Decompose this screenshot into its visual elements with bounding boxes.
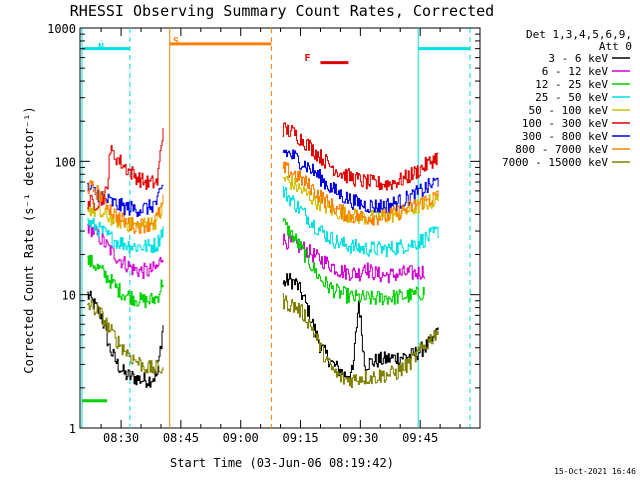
y-tick-label: 1 <box>69 422 76 436</box>
legend-header: Att 0 <box>599 40 632 53</box>
legend-entry-label: 100 - 300 keV <box>522 117 608 130</box>
series-line-12-25keV <box>282 218 425 306</box>
series-line-12-25keV <box>87 254 164 309</box>
series-line-100-300keV <box>282 122 439 191</box>
flag-label: N <box>98 42 104 53</box>
flag-bars: N S F <box>81 36 471 403</box>
x-tick-label: 09:00 <box>223 431 259 445</box>
legend-entry-label: 12 - 25 keV <box>535 78 608 91</box>
y-tick-label: 10 <box>62 289 76 303</box>
series-layer <box>87 122 439 388</box>
legend-entry-label: 800 - 7000 keV <box>515 143 608 156</box>
y-tick-label: 1000 <box>47 22 76 36</box>
x-axis: 08:30 08:45 09:00 09:15 09:30 09:45 <box>100 28 461 445</box>
legend-entry-label: 25 - 50 keV <box>535 91 608 104</box>
timestamp: 15-Oct-2021 16:46 <box>554 467 636 476</box>
x-tick-label: 09:45 <box>402 431 438 445</box>
x-tick-label: 09:15 <box>282 431 318 445</box>
legend-entry-label: 50 - 100 keV <box>529 104 609 117</box>
legend-entry-label: 6 - 12 keV <box>542 65 609 78</box>
x-tick-label: 08:30 <box>103 431 139 445</box>
vertical-markers <box>81 28 471 428</box>
chart-title: RHESSI Observing Summary Count Rates, Co… <box>70 2 494 20</box>
flag-label: F <box>305 53 311 64</box>
series-line-6-12keV <box>87 220 164 279</box>
legend-entry-label: 7000 - 15000 keV <box>502 156 608 169</box>
plot-frame <box>79 27 481 429</box>
legend-entry-label: 300 - 800 keV <box>522 130 608 143</box>
x-tick-label: 09:30 <box>342 431 378 445</box>
series-line-7000-15000keV <box>282 293 439 388</box>
y-axis-label: Corrected Count Rate (s⁻¹ detector⁻¹) <box>22 106 36 373</box>
y-axis: 1 10 100 1000 <box>47 22 480 436</box>
legend-entry-label: 3 - 6 keV <box>548 52 608 65</box>
series-line-800-7000keV <box>282 161 439 226</box>
x-tick-label: 08:45 <box>163 431 199 445</box>
series-line-25-50keV <box>282 186 439 258</box>
series-line-25-50keV <box>87 217 164 254</box>
series-line-6-12keV <box>282 233 425 284</box>
x-axis-label: Start Time (03-Jun-06 08:19:42) <box>170 456 394 470</box>
y-tick-label: 100 <box>54 155 76 169</box>
flag-label: S <box>173 36 179 47</box>
legend-header: Det 1,3,4,5,6,9, <box>526 28 632 41</box>
series-line-3-6keV <box>282 273 439 381</box>
series-line-800-7000keV <box>87 180 164 234</box>
series-line-300-800keV <box>282 149 439 214</box>
series-line-7000-15000keV <box>87 299 164 375</box>
